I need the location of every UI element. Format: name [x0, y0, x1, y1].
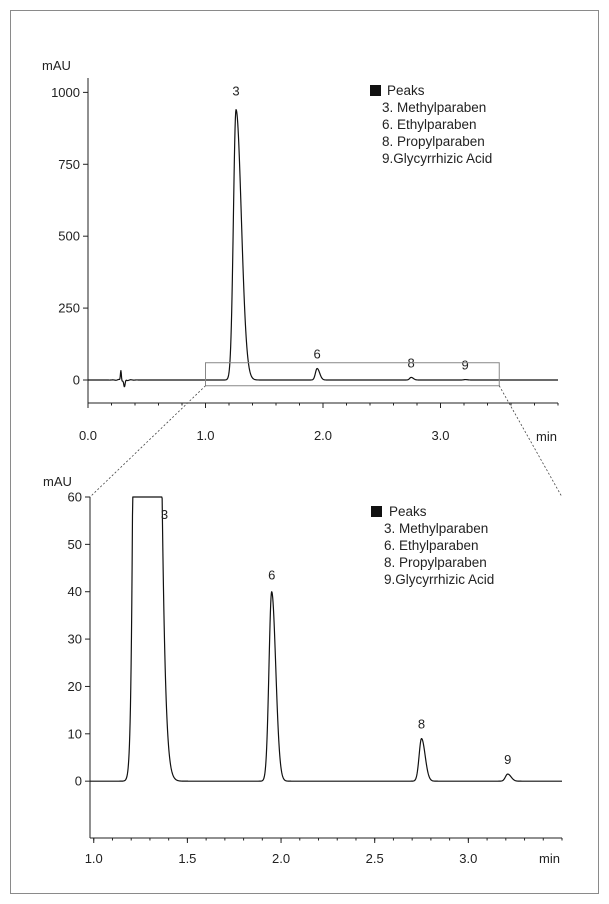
chart-2-legend-item: 6. Ethylparaben [384, 538, 479, 553]
chart-2-peak-label: 8 [418, 717, 425, 732]
chart-1-y-axis-label: mAU [42, 58, 71, 73]
chart-2-legend-item: 3. Methylparaben [384, 521, 488, 536]
chart-1-x-tick-label: 3.0 [431, 428, 449, 443]
figure-frame [10, 10, 599, 894]
chart-2-legend-item: 8. Propylparaben [384, 555, 487, 570]
chart-2-peak-label: 6 [268, 568, 275, 583]
chart-1-y-tick-label: 750 [58, 157, 80, 172]
chart-2-x-tick-label: 1.5 [178, 851, 196, 866]
chart-1-peak-label: 9 [462, 358, 469, 373]
chart-2-y-axis-label: mAU [43, 474, 72, 489]
chart-2-y-tick-label: 50 [68, 537, 82, 552]
chart-1-x-tick-label: 1.0 [196, 428, 214, 443]
chart-1-y-tick-label: 1000 [51, 85, 80, 100]
chart-2-x-tick-label: 2.0 [272, 851, 290, 866]
chart-1-y-tick-label: 0 [73, 372, 80, 387]
chart-1-peak-label: 6 [314, 346, 321, 361]
chart-1-y-tick-label: 250 [58, 301, 80, 316]
chart-1-legend-item: 6. Ethylparaben [382, 117, 477, 132]
chart-2-y-tick-label: 10 [68, 726, 82, 741]
chart-2-x-axis-label: min [539, 851, 560, 866]
chart-2-legend-item: 9.Glycyrrhizic Acid [384, 572, 494, 587]
chart-2-y-tick-label: 20 [68, 679, 82, 694]
zoom-region-box [205, 362, 500, 387]
chart-1-legend-item: 8. Propylparaben [382, 134, 485, 149]
chart-2-y-tick-label: 40 [68, 584, 82, 599]
chart-1-legend-item: 9.Glycyrrhizic Acid [382, 151, 492, 166]
chart-2-peak-label: 3 [161, 507, 168, 522]
chart-2-x-tick-label: 2.5 [366, 851, 384, 866]
chart-2-trace [89, 496, 563, 782]
chart-1-legend-item: 3. Methylparaben [382, 100, 486, 115]
chart-2-x-tick-label: 3.0 [459, 851, 477, 866]
zoom-connector-left [89, 385, 206, 498]
chart-2-y-tick-label: 60 [68, 490, 82, 505]
chart-2-legend-marker [371, 506, 382, 517]
chart-2-peak-label: 9 [504, 752, 511, 767]
zoom-connector-right [498, 385, 563, 498]
chart-1-x-tick-label: 0.0 [79, 428, 97, 443]
chart-2-y-tick-label: 30 [68, 632, 82, 647]
chart-1-trace [87, 109, 559, 388]
chart-1-x-axis-label: min [536, 429, 557, 444]
chart-1-legend-marker [370, 85, 381, 96]
chart-1-peak-label: 3 [232, 84, 239, 99]
chart-2-legend-title: Peaks [389, 504, 427, 519]
chart-1-legend-title: Peaks [387, 83, 425, 98]
chart-1-y-tick-label: 500 [58, 229, 80, 244]
chart-2-y-tick-label: 0 [75, 774, 82, 789]
chart-2-x-tick-label: 1.0 [85, 851, 103, 866]
chart-1-x-tick-label: 2.0 [314, 428, 332, 443]
